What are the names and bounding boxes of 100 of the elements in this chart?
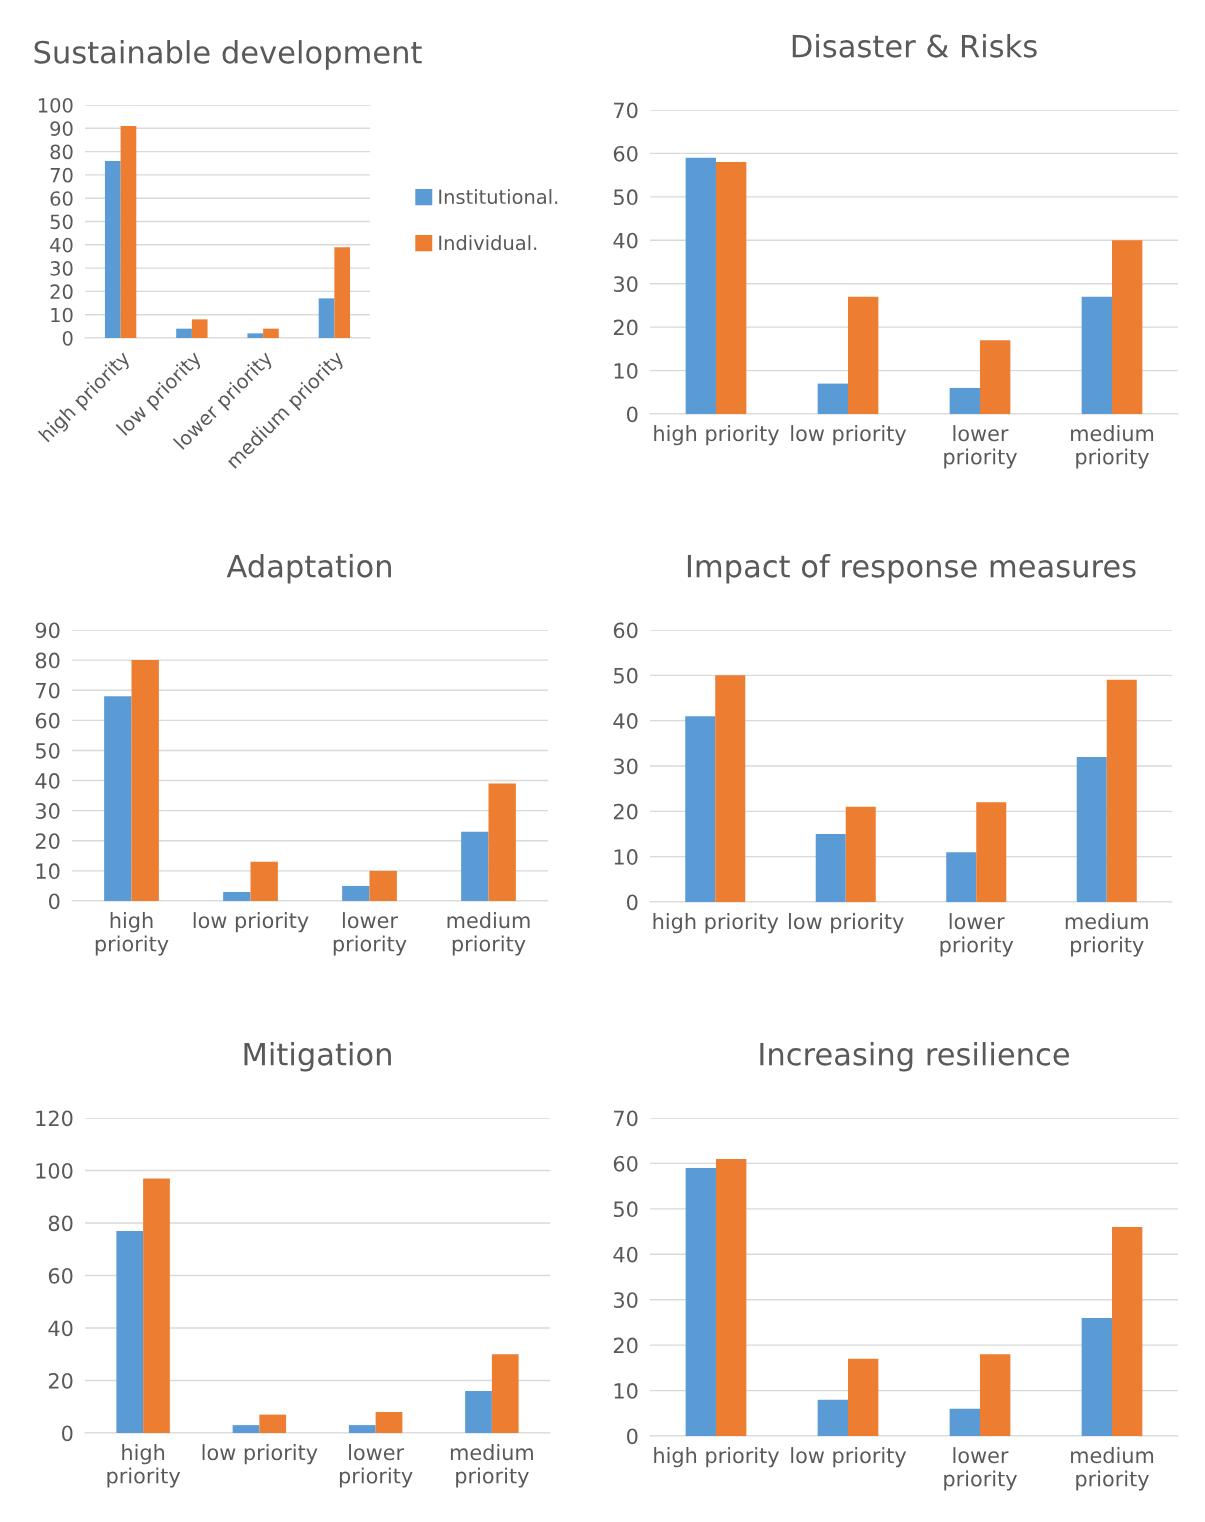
bar [815, 834, 846, 902]
x-tick-label: low priority [193, 912, 309, 933]
x-tick-label: lower priority [944, 1447, 1017, 1491]
x-tick-label: high priority [107, 1444, 181, 1488]
y-tick-label: 0 [62, 330, 73, 346]
y-tick-label: 50 [613, 667, 638, 684]
bar [143, 1178, 170, 1433]
x-tick-label: low priority [791, 425, 907, 446]
x-tick-label: low priority [789, 913, 904, 934]
y-tick-label: 0 [627, 1428, 638, 1445]
bar [342, 885, 370, 901]
bar [685, 1167, 716, 1436]
y-tick-label: 30 [613, 758, 638, 775]
x-tick-label: medium priority [1071, 425, 1154, 469]
y-tick-label: 80 [50, 144, 73, 160]
x-tick-label: medium priority [447, 912, 530, 956]
bar [848, 1358, 879, 1436]
bar [980, 1354, 1011, 1436]
bar [976, 802, 1007, 902]
chart-title: Increasing resilience [760, 1042, 1070, 1072]
chart-title: Sustainable development [34, 40, 422, 70]
legend-label: Individual. [439, 235, 537, 251]
bar [1081, 296, 1112, 414]
bar [131, 660, 159, 901]
bar [263, 328, 279, 338]
y-tick-label: 80 [35, 652, 60, 669]
x-tick-label: low priority [791, 1447, 907, 1468]
y-tick-label: 30 [35, 803, 60, 819]
bar [817, 1399, 848, 1436]
y-tick-label: 90 [35, 622, 60, 639]
y-tick-label: 50 [35, 742, 60, 759]
y-tick-label: 120 [36, 1110, 73, 1127]
bar [120, 125, 137, 338]
chart-title: Adaptation [226, 554, 391, 584]
y-tick-label: 20 [613, 1337, 638, 1354]
y-tick-label: 60 [35, 712, 60, 729]
y-tick-label: 20 [50, 284, 73, 300]
bar [259, 1414, 287, 1433]
x-tick-label: medium priority [1065, 913, 1148, 957]
y-tick-label: 40 [50, 237, 73, 253]
y-tick-label: 0 [62, 1425, 73, 1442]
y-tick-label: 20 [613, 803, 638, 820]
y-tick-label: 10 [51, 307, 73, 323]
bar [369, 870, 397, 901]
y-tick-label: 70 [50, 167, 73, 183]
bar [348, 1425, 376, 1433]
bar [685, 716, 716, 902]
chart-title: Impact of response measures [687, 554, 1136, 584]
bar [716, 162, 747, 414]
bar [247, 333, 264, 338]
y-tick-label: 50 [50, 214, 73, 230]
bar [685, 157, 716, 414]
bar [250, 861, 278, 901]
y-tick-label: 10 [614, 1383, 638, 1399]
y-tick-label: 100 [36, 1162, 73, 1179]
x-tick-label: medium priority [450, 1444, 533, 1488]
y-tick-label: 10 [614, 363, 638, 379]
y-tick-label: 20 [48, 1372, 73, 1389]
y-tick-label: 40 [35, 773, 60, 789]
x-tick-label: high priority [95, 912, 169, 956]
x-tick-label: high priority [653, 913, 779, 934]
y-tick-label: 70 [36, 682, 60, 699]
y-tick-label: 10 [614, 849, 638, 865]
bar [223, 891, 251, 901]
bar [116, 1230, 144, 1433]
y-tick-label: 0 [627, 406, 638, 423]
y-tick-label: 60 [613, 145, 638, 162]
y-tick-label: 40 [613, 1246, 638, 1263]
y-tick-label: 40 [613, 232, 638, 249]
bar [1081, 1317, 1112, 1436]
y-tick-label: 40 [613, 713, 638, 729]
y-tick-label: 30 [613, 1292, 638, 1308]
x-tick-label: lower priority [339, 1444, 413, 1488]
y-tick-label: 60 [50, 191, 73, 206]
x-tick-label: low priority [202, 1444, 318, 1465]
y-tick-label: 30 [50, 261, 73, 276]
bar [334, 247, 351, 338]
bar [946, 852, 977, 902]
bar [949, 387, 980, 414]
y-tick-label: 20 [613, 319, 638, 336]
bar [949, 1408, 980, 1436]
y-tick-label: 50 [613, 1201, 638, 1218]
y-tick-label: 50 [613, 189, 638, 206]
y-tick-label: 40 [48, 1320, 73, 1337]
y-tick-label: 70 [614, 102, 638, 119]
bar [848, 296, 879, 414]
x-tick-label: lower priority [333, 912, 407, 956]
legend-label: Institutional. [439, 189, 558, 205]
bar [176, 328, 192, 338]
bar [1112, 240, 1143, 414]
y-tick-label: 70 [614, 1110, 638, 1127]
bar [104, 696, 132, 901]
bar [465, 1391, 492, 1433]
x-tick-label: high priority [654, 425, 779, 446]
bar [980, 340, 1011, 414]
y-tick-label: 0 [627, 894, 638, 911]
bar [1076, 756, 1107, 902]
bar [104, 160, 121, 338]
chart-title: Disaster & Risks [792, 34, 1037, 58]
x-tick-label: lower priority [944, 425, 1017, 469]
